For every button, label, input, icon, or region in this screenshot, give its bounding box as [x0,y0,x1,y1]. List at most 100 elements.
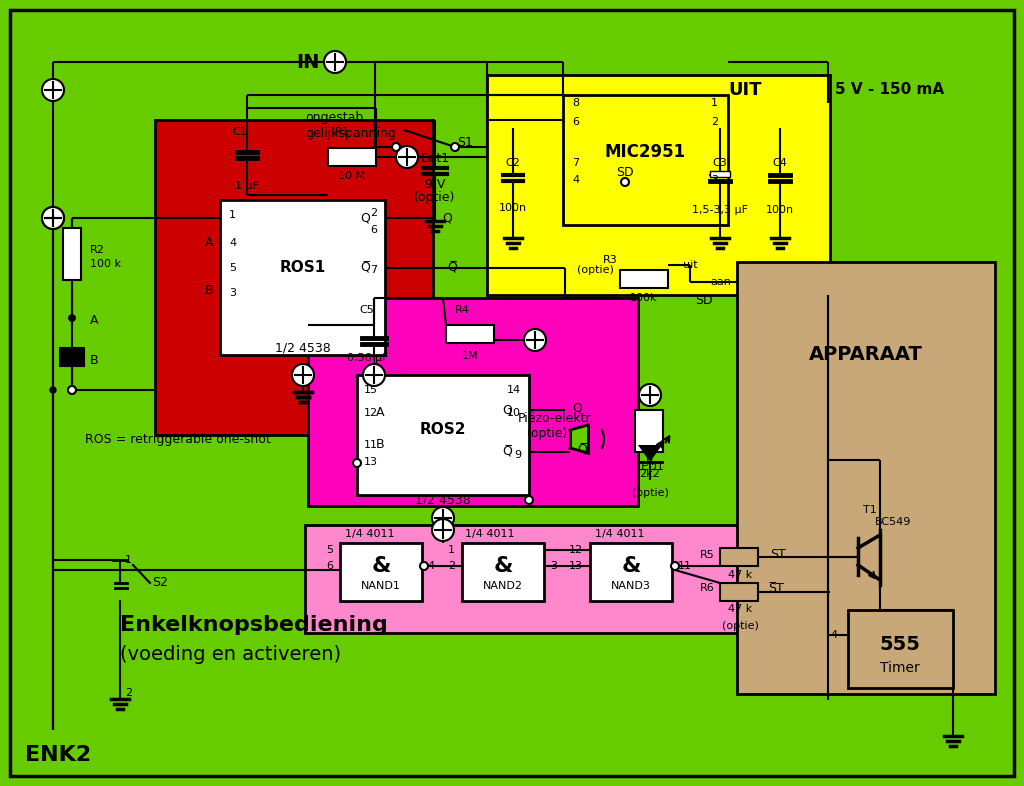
Circle shape [68,386,76,394]
Text: 5: 5 [326,545,333,555]
Bar [357,375,529,495]
Bar [155,120,433,435]
Text: 100k: 100k [630,293,657,303]
Circle shape [671,562,679,570]
Text: Q̅: Q̅ [577,443,587,457]
Text: gelijkspanning: gelijkspanning [305,127,395,139]
Bar [848,610,953,688]
Text: R6: R6 [700,583,715,593]
Text: C2: C2 [506,158,520,168]
Text: 1: 1 [125,555,132,565]
Bar [563,95,728,225]
Text: Timer: Timer [880,661,920,675]
Text: 1/2 4538: 1/2 4538 [415,494,471,506]
Text: Q̅: Q̅ [502,446,512,458]
Text: 13: 13 [364,457,378,467]
Text: T1: T1 [863,505,877,515]
Polygon shape [570,425,588,453]
Circle shape [69,315,75,321]
Text: C3: C3 [713,158,727,168]
Text: 1/4 4011: 1/4 4011 [595,529,645,539]
Text: 1/4 4011: 1/4 4011 [465,529,515,539]
Bar [328,148,376,166]
Text: S̅T: S̅T [768,582,783,594]
Text: A: A [90,314,98,326]
Bar [308,298,638,506]
Text: 4: 4 [830,630,838,640]
Text: 555: 555 [880,636,921,655]
Text: 8: 8 [572,98,580,108]
Text: Q: Q [502,403,512,417]
Bar [710,171,730,177]
Text: 3: 3 [229,288,236,298]
Text: 10 M: 10 M [339,171,366,181]
Text: NAND2: NAND2 [483,581,523,591]
Text: 2: 2 [447,561,455,571]
Text: R4: R4 [455,305,469,315]
Text: MIC2951: MIC2951 [604,143,685,161]
Text: R: R [646,457,654,467]
Circle shape [432,519,454,541]
Text: 2: 2 [370,208,377,218]
Circle shape [362,364,385,386]
Circle shape [451,143,459,151]
Circle shape [69,315,75,321]
Text: 4: 4 [427,561,434,571]
Bar [590,543,672,601]
Text: SD: SD [695,293,713,307]
Text: 14: 14 [507,385,521,395]
Text: &: & [372,556,391,576]
Circle shape [524,329,546,351]
Text: uit: uit [683,260,697,270]
Text: 13: 13 [569,561,583,571]
Text: ENK2: ENK2 [25,745,91,765]
Text: 12: 12 [569,545,583,555]
Text: Piëzo-elektr.: Piëzo-elektr. [518,412,595,424]
Circle shape [392,143,400,151]
Bar [720,548,758,566]
Circle shape [42,207,63,229]
Text: A: A [205,237,213,249]
Text: 2: 2 [711,117,718,127]
Bar [635,410,663,452]
Text: R5: R5 [700,550,715,560]
Text: C1: C1 [232,127,248,137]
Text: 47 k: 47 k [728,570,752,580]
Text: 6: 6 [370,225,377,235]
Text: (optie): (optie) [722,621,759,631]
Text: 2: 2 [125,688,132,698]
Text: (optie): (optie) [577,265,613,275]
Text: &: & [494,556,513,576]
Bar [60,348,84,366]
Text: 11: 11 [364,440,378,450]
Text: 12: 12 [364,408,378,418]
Text: 1/4 4011: 1/4 4011 [345,529,394,539]
Polygon shape [638,445,662,462]
Text: 3: 3 [550,561,557,571]
Circle shape [292,364,314,386]
Text: 10: 10 [507,408,521,418]
Text: (optie): (optie) [415,192,456,204]
Text: 6: 6 [572,117,579,127]
Bar [63,228,81,280]
Bar [720,583,758,601]
Circle shape [396,146,418,168]
Text: Q: Q [442,211,452,225]
Text: 100n: 100n [766,205,794,215]
Text: APPARAAT: APPARAAT [809,346,923,365]
Text: R1: R1 [335,127,349,137]
Text: 1: 1 [711,98,718,108]
Text: Enkelknopsbediening: Enkelknopsbediening [120,615,388,635]
Text: 1: 1 [449,545,455,555]
Text: BC549: BC549 [874,517,911,527]
Text: ROS1: ROS1 [280,260,326,276]
Text: 0,56 μF: 0,56 μF [347,353,389,363]
Text: (optie): (optie) [632,488,669,498]
Text: R3: R3 [603,255,617,265]
Text: S1: S1 [457,137,473,149]
Circle shape [324,51,346,73]
Text: SD: SD [616,167,634,179]
Text: 5: 5 [229,263,236,273]
Text: 15: 15 [364,385,378,395]
Text: A: A [376,406,384,420]
